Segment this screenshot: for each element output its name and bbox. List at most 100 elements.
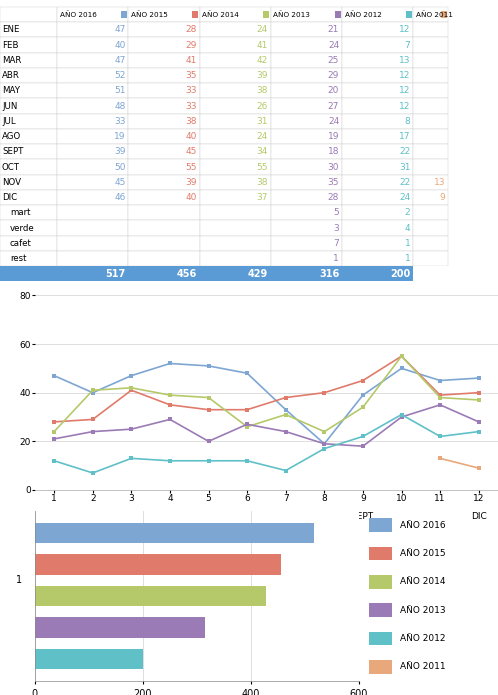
Text: 40: 40 bbox=[185, 132, 197, 141]
Bar bbox=[0, 53, 57, 68]
Text: JUN: JUN bbox=[2, 101, 17, 111]
Text: 39: 39 bbox=[185, 178, 197, 187]
Bar bbox=[200, 251, 271, 266]
Bar bbox=[342, 99, 413, 114]
Text: verde: verde bbox=[10, 224, 35, 233]
Text: 46: 46 bbox=[114, 193, 125, 202]
Bar bbox=[57, 53, 128, 68]
Text: 24: 24 bbox=[256, 25, 268, 34]
Text: 38: 38 bbox=[185, 117, 197, 126]
Bar bbox=[0, 99, 57, 114]
Bar bbox=[413, 251, 448, 266]
Text: AÑO 2013: AÑO 2013 bbox=[399, 605, 445, 614]
Text: AGO: AGO bbox=[2, 132, 21, 141]
Bar bbox=[128, 53, 200, 68]
Bar bbox=[57, 174, 128, 190]
Text: JUN: JUN bbox=[239, 512, 255, 521]
Bar bbox=[57, 83, 128, 99]
Text: 22: 22 bbox=[399, 147, 410, 156]
Bar bbox=[200, 38, 271, 53]
Bar bbox=[413, 129, 448, 145]
Bar bbox=[200, 145, 271, 159]
Bar bbox=[0, 7, 57, 22]
Bar bbox=[342, 22, 413, 38]
Bar bbox=[200, 7, 271, 22]
Bar bbox=[0, 174, 57, 190]
Text: 28: 28 bbox=[185, 25, 197, 34]
Text: 3: 3 bbox=[333, 224, 339, 233]
Bar bbox=[0, 22, 57, 38]
Bar bbox=[342, 38, 413, 53]
Bar bbox=[271, 7, 342, 22]
Text: AÑO 2011: AÑO 2011 bbox=[416, 11, 453, 18]
Text: MAR: MAR bbox=[122, 512, 141, 521]
Bar bbox=[342, 83, 413, 99]
Bar bbox=[335, 10, 341, 18]
Text: 456: 456 bbox=[176, 269, 197, 279]
Bar bbox=[128, 114, 200, 129]
Text: AÑO 2011: AÑO 2011 bbox=[399, 662, 445, 671]
Bar bbox=[271, 159, 342, 174]
Bar bbox=[128, 22, 200, 38]
Bar bbox=[271, 83, 342, 99]
Text: NOV: NOV bbox=[2, 178, 21, 187]
Bar bbox=[263, 10, 269, 18]
Bar bbox=[342, 174, 413, 190]
Text: 12: 12 bbox=[399, 25, 410, 34]
Bar bbox=[57, 68, 128, 83]
Bar bbox=[413, 22, 448, 38]
Bar bbox=[369, 546, 392, 560]
Bar bbox=[271, 53, 342, 68]
Text: AÑO 2016: AÑO 2016 bbox=[399, 521, 445, 530]
Text: 40: 40 bbox=[185, 193, 197, 202]
Text: 22: 22 bbox=[399, 178, 410, 187]
Bar bbox=[0, 38, 57, 53]
Bar bbox=[128, 145, 200, 159]
Bar bbox=[57, 190, 128, 205]
Text: 7: 7 bbox=[404, 40, 410, 49]
Text: 7: 7 bbox=[333, 239, 339, 248]
Text: 517: 517 bbox=[105, 269, 125, 279]
Bar bbox=[200, 159, 271, 174]
Text: 21: 21 bbox=[328, 25, 339, 34]
Bar bbox=[0, 159, 57, 174]
Text: 13: 13 bbox=[399, 56, 410, 65]
Bar bbox=[342, 220, 413, 236]
Bar bbox=[200, 68, 271, 83]
Text: JUL: JUL bbox=[2, 117, 15, 126]
Bar bbox=[413, 7, 448, 22]
Text: 27: 27 bbox=[328, 101, 339, 111]
Bar bbox=[342, 251, 413, 266]
Bar bbox=[413, 99, 448, 114]
Bar bbox=[271, 129, 342, 145]
Bar bbox=[200, 129, 271, 145]
Bar bbox=[128, 220, 200, 236]
Text: 48: 48 bbox=[114, 101, 125, 111]
Text: 24: 24 bbox=[328, 40, 339, 49]
Text: OCT: OCT bbox=[2, 163, 20, 172]
Bar bbox=[369, 660, 392, 673]
Text: AÑO 2015: AÑO 2015 bbox=[131, 11, 168, 18]
Bar bbox=[413, 38, 448, 53]
Text: 38: 38 bbox=[256, 86, 268, 95]
Text: 45: 45 bbox=[114, 178, 125, 187]
Bar bbox=[0, 129, 57, 145]
Bar bbox=[200, 53, 271, 68]
Bar bbox=[200, 236, 271, 251]
Text: 52: 52 bbox=[114, 71, 125, 80]
Text: 24: 24 bbox=[399, 193, 410, 202]
Bar bbox=[128, 251, 200, 266]
Text: 31: 31 bbox=[256, 117, 268, 126]
Bar bbox=[413, 83, 448, 99]
Bar bbox=[271, 68, 342, 83]
Bar bbox=[0, 68, 57, 83]
Text: SEPT: SEPT bbox=[352, 512, 374, 521]
Text: 29: 29 bbox=[185, 40, 197, 49]
Bar bbox=[369, 632, 392, 646]
Bar bbox=[342, 236, 413, 251]
Text: 34: 34 bbox=[256, 147, 268, 156]
Text: 41: 41 bbox=[256, 40, 268, 49]
Text: AÑO 2015: AÑO 2015 bbox=[399, 549, 445, 558]
Bar bbox=[35, 586, 266, 606]
Text: 4: 4 bbox=[405, 224, 410, 233]
